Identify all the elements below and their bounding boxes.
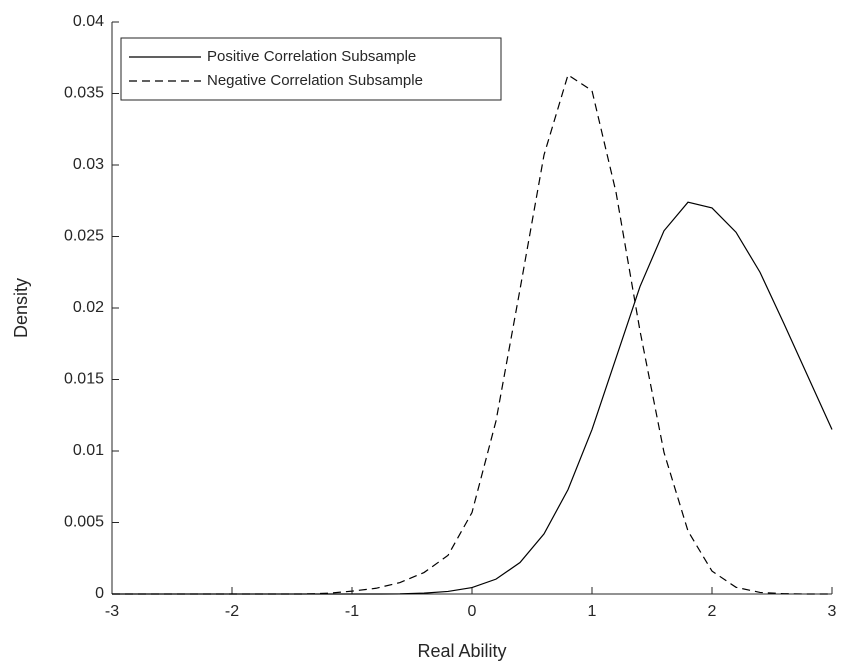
y-tick-label: 0.005 xyxy=(64,514,104,531)
x-tick-label: -3 xyxy=(105,603,119,620)
y-tick-label: 0.03 xyxy=(73,156,104,173)
legend-box xyxy=(120,37,502,101)
x-tick-label: -1 xyxy=(345,603,359,620)
line-series xyxy=(112,201,833,595)
y-tick-label: 0.02 xyxy=(73,299,104,316)
x-tick-label: 1 xyxy=(588,603,597,620)
y-tick-label: 0.025 xyxy=(64,228,104,245)
legend-label: Positive Correlation Subsample xyxy=(207,48,416,65)
x-tick-label: -2 xyxy=(225,603,239,620)
y-tick-label: 0.04 xyxy=(73,13,104,30)
x-tick-label: 0 xyxy=(468,603,477,620)
x-tick-label: 2 xyxy=(708,603,717,620)
line-series xyxy=(112,73,832,595)
legend-label: Negative Correlation Subsample xyxy=(207,72,423,89)
x-tick-label: 3 xyxy=(828,603,837,620)
y-axis-label: Density xyxy=(11,278,31,338)
legend: Positive Correlation Subsample Negative C… xyxy=(120,37,502,101)
y-tick-label: 0.01 xyxy=(73,442,104,459)
y-tick-label: 0.035 xyxy=(64,85,104,102)
y-tick-label: 0.015 xyxy=(64,371,104,388)
x-axis-label: Real Ability xyxy=(417,641,506,661)
y-tick-label: 0 xyxy=(95,585,104,602)
